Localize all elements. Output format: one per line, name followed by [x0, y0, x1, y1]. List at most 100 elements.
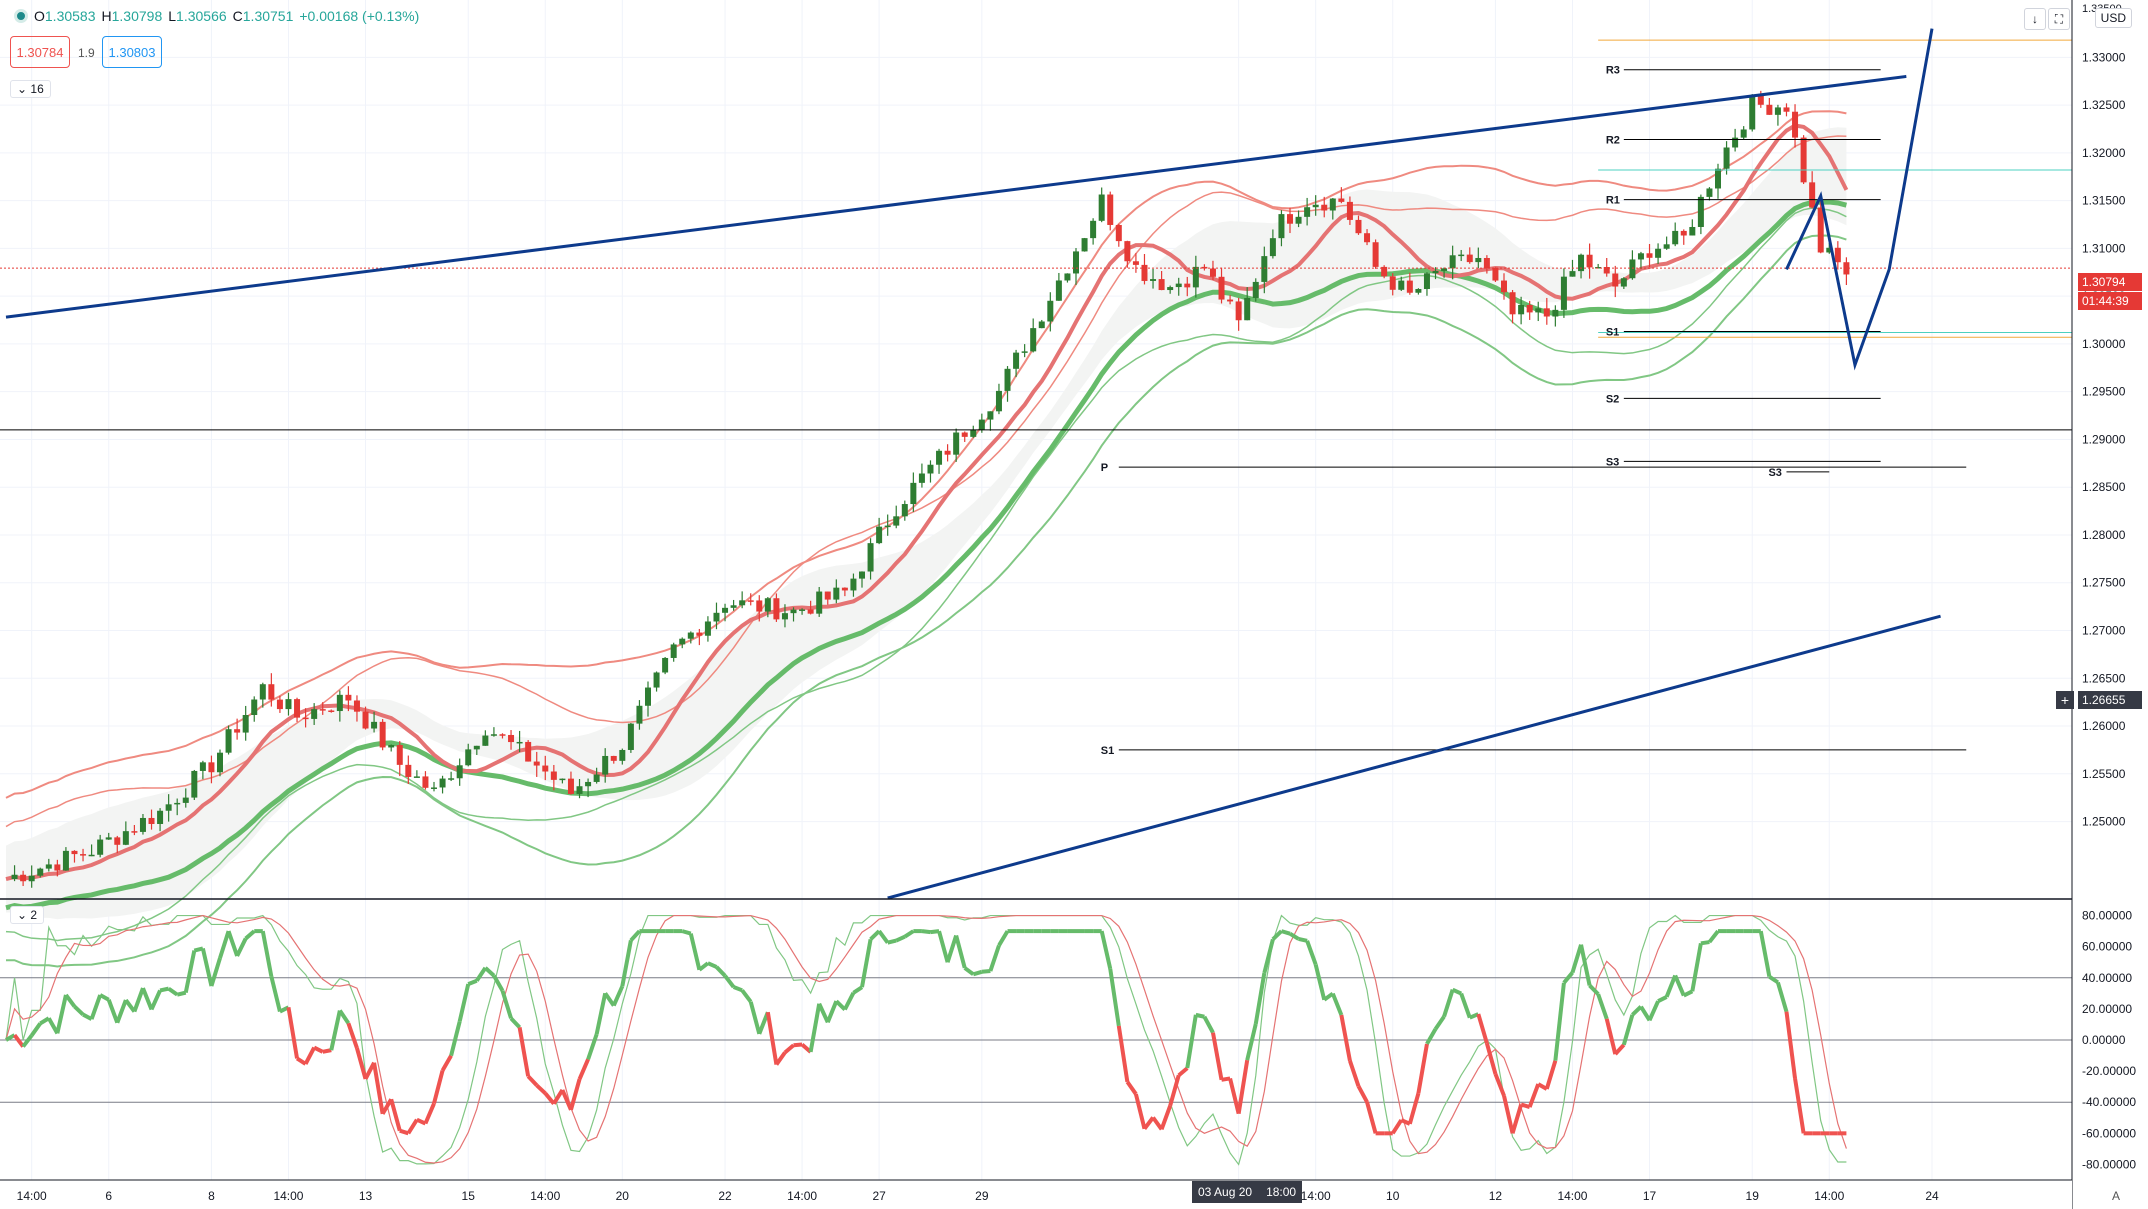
candle-body[interactable]	[653, 672, 660, 688]
candle-body[interactable]	[1321, 204, 1328, 211]
candle-body[interactable]	[610, 755, 617, 761]
candle-body[interactable]	[1244, 298, 1251, 321]
candle-body[interactable]	[901, 504, 908, 517]
candle-body[interactable]	[1620, 278, 1627, 287]
candle-body[interactable]	[713, 612, 720, 622]
candle-body[interactable]	[1269, 238, 1276, 257]
candle-body[interactable]	[1586, 254, 1593, 268]
candle-body[interactable]	[593, 774, 600, 782]
candle-body[interactable]	[1218, 276, 1225, 300]
candle-body[interactable]	[1073, 251, 1079, 274]
candle-body[interactable]	[1449, 255, 1456, 269]
candle-body[interactable]	[619, 749, 626, 761]
candle-body[interactable]	[11, 874, 18, 880]
candle-body[interactable]	[311, 709, 318, 719]
candle-body[interactable]	[1304, 207, 1311, 217]
candle-body[interactable]	[80, 854, 87, 856]
candle-body[interactable]	[490, 734, 497, 736]
candle-body[interactable]	[1346, 201, 1353, 220]
candle-body[interactable]	[1629, 259, 1636, 279]
candle-body[interactable]	[1261, 256, 1268, 282]
candle-body[interactable]	[953, 432, 960, 455]
candle-body[interactable]	[148, 817, 155, 824]
candle-body[interactable]	[1372, 242, 1379, 267]
candle-body[interactable]	[114, 837, 121, 845]
candle-body[interactable]	[388, 745, 395, 748]
candle-body[interactable]	[268, 684, 275, 700]
candle-body[interactable]	[816, 591, 823, 614]
candle-body[interactable]	[1766, 104, 1773, 115]
candle-body[interactable]	[1055, 280, 1062, 301]
candlesticks[interactable]	[11, 90, 1850, 888]
fullscreen-icon[interactable]: ⛶	[2048, 8, 2070, 30]
candle-body[interactable]	[345, 694, 352, 701]
candle-body[interactable]	[559, 778, 566, 781]
candle-body[interactable]	[1167, 287, 1174, 291]
candle-body[interactable]	[696, 632, 703, 636]
candle-body[interactable]	[1483, 257, 1490, 269]
sell-button[interactable]: 1.30784	[10, 36, 70, 68]
candle-body[interactable]	[1406, 280, 1413, 293]
candle-body[interactable]	[1843, 262, 1850, 275]
candle-body[interactable]	[704, 621, 711, 636]
candle-body[interactable]	[465, 749, 472, 766]
candle-body[interactable]	[1757, 95, 1764, 105]
candle-body[interactable]	[1509, 292, 1516, 315]
buy-button[interactable]: 1.30803	[102, 36, 162, 68]
candle-body[interactable]	[645, 687, 651, 706]
candle-body[interactable]	[833, 587, 840, 600]
candle-body[interactable]	[422, 776, 429, 788]
candle-body[interactable]	[1090, 220, 1097, 239]
candle-body[interactable]	[764, 598, 771, 612]
candle-body[interactable]	[1689, 226, 1696, 236]
candle-body[interactable]	[1389, 276, 1396, 290]
candle-body[interactable]	[1150, 279, 1157, 281]
candle-body[interactable]	[1809, 182, 1816, 208]
candle-body[interactable]	[987, 411, 994, 420]
candle-body[interactable]	[867, 543, 874, 572]
candle-body[interactable]	[1466, 254, 1473, 263]
candle-body[interactable]	[1612, 273, 1619, 287]
projection-path[interactable]	[1785, 28, 1934, 371]
candle-body[interactable]	[448, 778, 455, 780]
candle-body[interactable]	[516, 741, 523, 744]
candle-body[interactable]	[1518, 304, 1525, 315]
candle-body[interactable]	[439, 778, 446, 788]
candle-body[interactable]	[371, 721, 378, 729]
candle-body[interactable]	[379, 721, 386, 748]
candle-body[interactable]	[876, 526, 883, 544]
candle-body[interactable]	[1081, 238, 1088, 252]
candle-body[interactable]	[1013, 352, 1020, 369]
candle-body[interactable]	[1364, 233, 1371, 243]
candle-body[interactable]	[542, 765, 549, 772]
candle-body[interactable]	[1817, 207, 1824, 253]
candle-body[interactable]	[1107, 194, 1114, 225]
candle-body[interactable]	[1278, 214, 1285, 239]
candle-body[interactable]	[1209, 268, 1216, 277]
candle-body[interactable]	[850, 578, 857, 591]
candle-body[interactable]	[576, 786, 583, 794]
candle-body[interactable]	[893, 516, 900, 526]
candle-body[interactable]	[362, 711, 369, 729]
candle-body[interactable]	[413, 776, 420, 778]
candle-body[interactable]	[1475, 257, 1482, 263]
candle-body[interactable]	[174, 802, 181, 805]
candle-body[interactable]	[970, 430, 977, 437]
candle-body[interactable]	[1637, 253, 1644, 260]
candle-body[interactable]	[1381, 266, 1388, 277]
candle-body[interactable]	[122, 831, 129, 845]
candle-body[interactable]	[1355, 219, 1362, 234]
candle-body[interactable]	[1740, 129, 1747, 138]
oscillator-collapse-button[interactable]: ⌄ 2	[10, 906, 45, 924]
candle-body[interactable]	[1560, 276, 1567, 310]
candle-body[interactable]	[1235, 301, 1242, 321]
candle-body[interactable]	[944, 450, 951, 455]
candle-body[interactable]	[807, 609, 814, 614]
candle-body[interactable]	[679, 638, 686, 645]
candle-body[interactable]	[294, 699, 301, 718]
candle-body[interactable]	[242, 715, 249, 733]
candle-body[interactable]	[602, 755, 609, 775]
candle-body[interactable]	[71, 850, 78, 855]
candle-body[interactable]	[396, 745, 403, 765]
